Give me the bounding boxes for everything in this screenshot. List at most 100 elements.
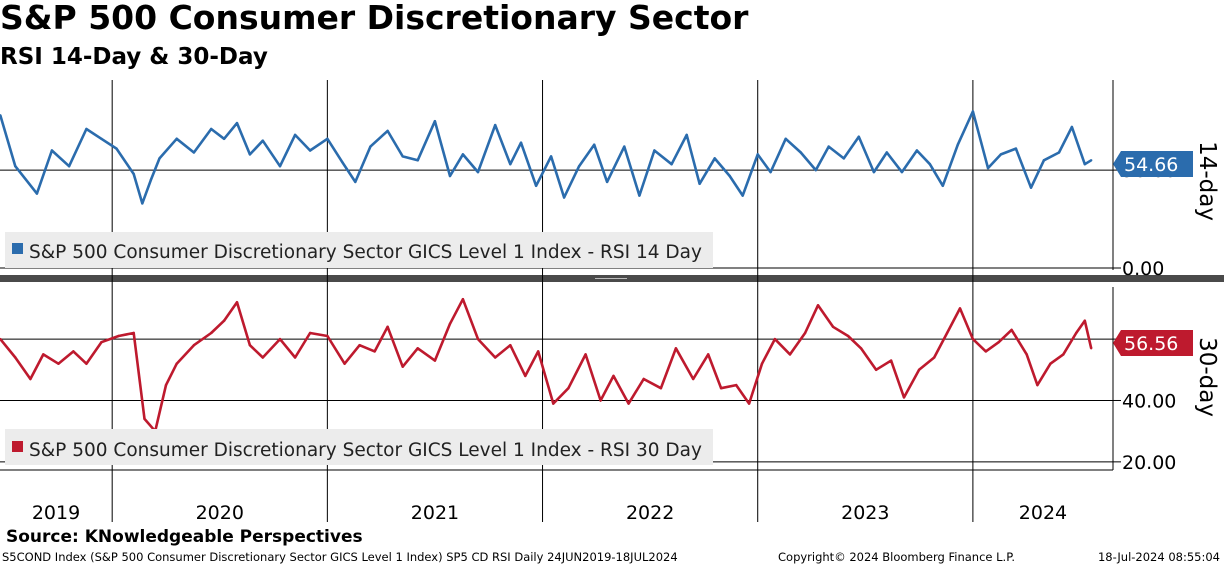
rsi30-point [494,356,497,359]
rsi14-point [698,182,701,185]
rsi30-point [674,347,678,350]
rsi14-point [386,129,389,133]
rsi30-point [1083,319,1087,322]
rsi30-point [42,353,45,356]
rsi30-point [433,359,437,362]
rsi14-point [842,157,845,160]
rsi14-point [261,139,264,142]
rsi30-point [735,383,738,387]
rsi30-point [14,356,17,359]
footer-timestamp: 18-Jul-2024 08:55:04 [1097,550,1220,564]
rsi14-point [915,149,919,152]
rsi30-point [874,368,878,371]
rsi14-point [741,194,744,197]
rsi14-point [670,163,673,166]
rsi30-point [248,344,252,347]
rsi30-point [831,325,835,328]
rsi14-point [534,184,538,187]
rsi14-point [235,121,239,125]
rsi14-point [999,153,1003,156]
rsi30-point [902,396,906,399]
rsi14-point [448,174,452,178]
rsi30-point [175,362,178,365]
legend-30-label: S&P 500 Consumer Discretionary Sector GI… [29,440,702,461]
rsi14-point [1014,147,1018,150]
footer-security-description: S5COND Index (S&P 500 Consumer Discretio… [2,550,678,564]
rsi30-point [599,399,602,402]
source-note: Source: KNowledgeable Perspectives [6,527,363,547]
rsi30-point [524,374,527,378]
rsi14-point [685,133,688,137]
rsi30-point [1075,331,1078,335]
rsi14-point [494,123,497,127]
rsi30-point [29,377,32,381]
rsi14-point [900,170,904,174]
rsi14-point [509,163,512,166]
rsi14-point [35,192,39,195]
rsi30-line [0,297,1093,433]
rsi14-point [872,170,876,174]
rsi30-point [85,362,88,365]
rsi14-point [115,147,118,150]
rsi14-point [1083,163,1087,166]
rsi30-point [537,350,540,353]
rsi30-point [889,359,893,362]
rsi30-point [308,331,312,335]
rsi14-point [67,165,71,168]
rsi30-point [57,362,60,365]
rsi14-point [857,135,860,138]
rsi14-point [100,137,103,140]
rsi14-point [0,114,2,117]
rsi14-point [278,165,282,168]
rsi30-point [448,322,452,325]
rsi30-point [584,353,587,356]
rsi30-point [0,337,2,341]
rsi14-point [341,161,344,164]
rsi30-point [132,331,135,335]
rsi30-point [692,377,695,381]
rsi30-point [373,350,376,353]
rsi30-point [971,337,975,341]
rsi14-point [1090,159,1093,162]
rsi14-point [814,168,817,172]
rsi30-point [100,341,103,344]
rsi30-point [1062,353,1065,356]
rsi30-point [210,331,213,335]
rsi14-point [728,174,731,178]
legend-14-label: S&P 500 Consumer Discretionary Sector GI… [29,242,702,263]
rsi30-point [1010,328,1013,332]
rsi14-y-tick-label-0.00: 0.00 [1122,258,1164,280]
rsi30-point [461,298,465,301]
rsi14-point [986,166,990,170]
rsi30-point [773,337,777,341]
rsi30-point [261,356,264,359]
rsi14-point [956,143,959,146]
rsi14-point [175,137,178,140]
rsi14-point [971,110,975,113]
rsi30-point [747,402,751,405]
rsi14-point [605,180,609,184]
x-tick-label-2022: 2022 [626,502,674,524]
rsi30-point [476,337,480,341]
rsi30-point [326,334,329,338]
rsi14-last-value-badge: 54.66 [1113,151,1193,177]
rsi30-point [816,304,820,307]
rsi14-point [210,127,213,131]
rsi14-point [1070,125,1074,129]
footer-copyright: Copyright© 2024 Bloomberg Finance L.P. [778,550,1015,564]
rsi14-point [713,157,716,160]
x-tick-label-2019: 2019 [32,502,80,524]
rsi14-point [653,149,656,152]
rsi30-point [933,356,936,359]
rsi30-point [509,344,512,347]
rsi30-point [612,374,615,378]
x-tick-label-2024: 2024 [1019,502,1067,524]
legend-14-box [5,232,713,268]
rsi30-point [1090,347,1093,350]
rsi30-point [164,383,168,387]
chart-subtitle: RSI 14-Day & 30-Day [0,44,268,70]
rsi30-point [416,347,419,350]
rsi14-point [14,165,17,168]
rsi14-point [928,163,932,166]
